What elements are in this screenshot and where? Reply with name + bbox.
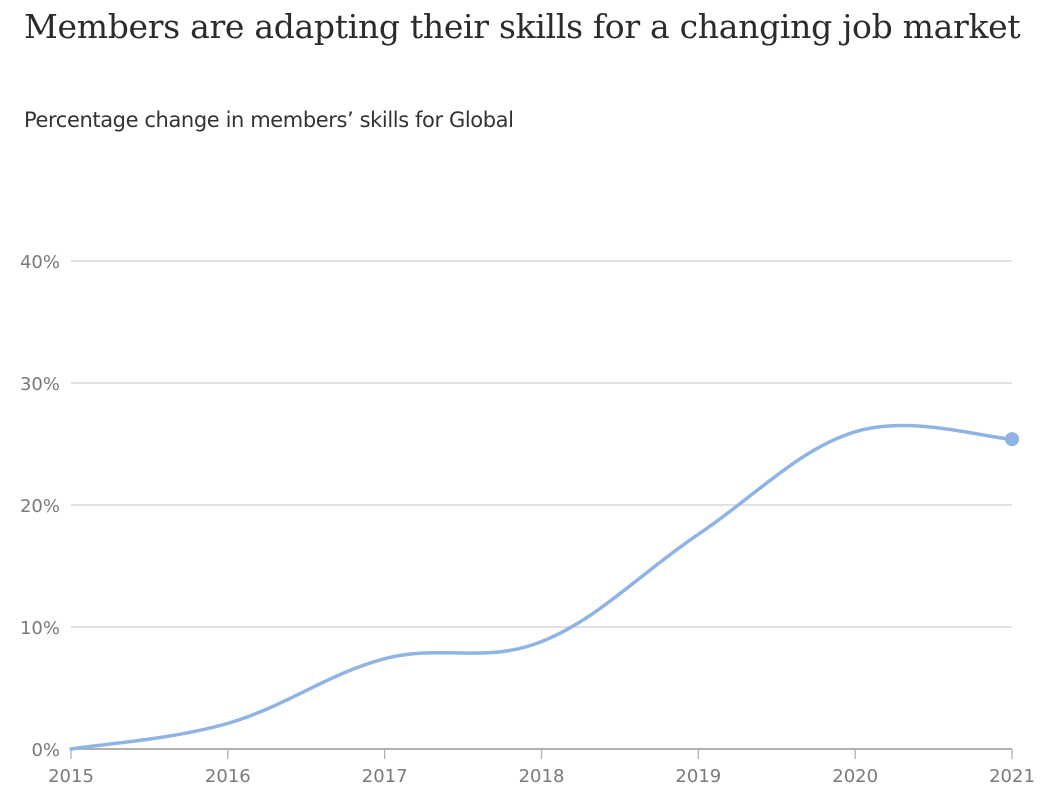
x-axis: 2015 2016 2017 2018 2019 2020 2021 [48,748,1035,787]
y-axis-ticks: 0% 10% 20% 30% 40% [20,252,60,761]
end-point-marker[interactable] [1005,432,1019,447]
x-tick-label: 2021 [989,766,1035,787]
x-tick-label: 2018 [519,766,565,787]
gridlines [71,260,1012,628]
y-tick-label: 10% [20,618,60,639]
y-tick-label: 40% [20,252,60,273]
series-line-global [69,423,1014,751]
chart-title: Members are adapting their skills for a … [24,7,1021,46]
x-tick-label: 2016 [205,766,251,787]
y-tick-label: 30% [20,374,60,395]
y-tick-label: 20% [20,496,60,517]
x-tick-label: 2017 [362,766,408,787]
x-tick-label: 2015 [48,766,94,787]
x-tick-label: 2019 [675,766,721,787]
chart-subtitle: Percentage change in members’ skills for… [24,108,514,132]
y-tick-label: 0% [31,740,60,761]
x-tick-label: 2020 [832,766,878,787]
